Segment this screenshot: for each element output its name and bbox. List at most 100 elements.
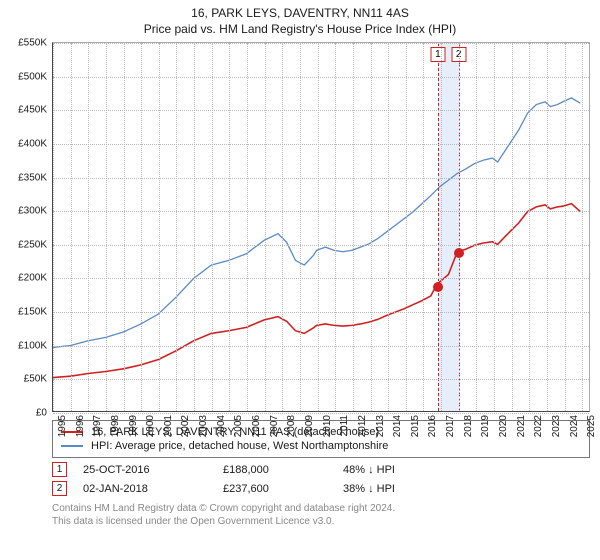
legend-swatch (61, 445, 83, 447)
x-tick-label: 2015 (410, 415, 421, 437)
y-tick-label: £400K (18, 138, 47, 149)
x-tick-label: 2006 (251, 415, 262, 437)
x-tick-label: 2007 (269, 415, 280, 437)
footer-line-1: Contains HM Land Registry data © Crown c… (52, 502, 590, 515)
grid-v (300, 43, 301, 411)
grid-v (371, 43, 372, 411)
plot-area: 12£0£50K£100K£150K£200K£250K£300K£350K£4… (52, 42, 590, 412)
x-tick-label: 2020 (498, 415, 509, 437)
x-tick-label: 2012 (357, 415, 368, 437)
x-tick-label: 2009 (304, 415, 315, 437)
y-tick-label: £50K (24, 374, 47, 385)
sale-diff: 38% ↓ HPI (343, 483, 395, 495)
x-tick-label: 2016 (427, 415, 438, 437)
x-tick-label: 2002 (180, 415, 191, 437)
band-badge-1: 1 (430, 47, 445, 62)
legend-row: HPI: Average price, detached house, West… (61, 439, 581, 453)
x-tick-label: 2019 (480, 415, 491, 437)
grid-v (53, 43, 54, 411)
x-tick-label: 2021 (516, 415, 527, 437)
grid-h (53, 211, 589, 212)
x-tick-label: 1999 (128, 415, 139, 437)
x-tick-label: 2003 (198, 415, 209, 437)
grid-v (582, 43, 583, 411)
grid-h (53, 278, 589, 279)
grid-h (53, 43, 589, 44)
sales-block: 1 25-OCT-2016£188,00048% ↓ HPI 2 02-JAN-201… (0, 462, 600, 496)
grid-v (494, 43, 495, 411)
x-tick-label: 2017 (445, 415, 456, 437)
grid-v (441, 43, 442, 411)
sale-price: £237,600 (223, 483, 343, 495)
grid-v (88, 43, 89, 411)
grid-v (512, 43, 513, 411)
x-tick-label: 2004 (216, 415, 227, 437)
grid-h (53, 245, 589, 246)
grid-v (388, 43, 389, 411)
sale-badge: 1 (52, 462, 67, 477)
y-tick-label: £150K (18, 307, 47, 318)
footer-text: Contains HM Land Registry data © Crown c… (52, 502, 590, 528)
grid-v (247, 43, 248, 411)
x-tick-label: 2008 (286, 415, 297, 437)
grid-v (476, 43, 477, 411)
sale-row: 1 25-OCT-2016£188,00048% ↓ HPI (52, 462, 590, 477)
band-dash (438, 43, 439, 411)
grid-v (459, 43, 460, 411)
grid-v (229, 43, 230, 411)
grid-v (547, 43, 548, 411)
chart-lines (53, 43, 589, 411)
sale-diff: 48% ↓ HPI (343, 464, 395, 476)
grid-v (565, 43, 566, 411)
x-tick-label: 2024 (569, 415, 580, 437)
grid-v (318, 43, 319, 411)
grid-v (353, 43, 354, 411)
grid-v (176, 43, 177, 411)
grid-h (53, 413, 589, 414)
grid-v (141, 43, 142, 411)
grid-v (106, 43, 107, 411)
y-tick-label: £550K (18, 38, 47, 49)
x-tick-label: 2014 (392, 415, 403, 437)
y-tick-label: £450K (18, 105, 47, 116)
x-tick-label: 2023 (551, 415, 562, 437)
x-tick-label: 2025 (586, 415, 597, 437)
grid-v (124, 43, 125, 411)
x-tick-label: 2010 (322, 415, 333, 437)
x-tick-label: 1995 (57, 415, 68, 437)
grid-v (406, 43, 407, 411)
grid-v (265, 43, 266, 411)
footer-line-2: This data is licensed under the Open Gov… (52, 515, 590, 528)
y-tick-label: £200K (18, 273, 47, 284)
x-tick-label: 2000 (145, 415, 156, 437)
y-tick-label: £0 (36, 408, 47, 419)
grid-v (423, 43, 424, 411)
x-tick-label: 2018 (463, 415, 474, 437)
grid-v (282, 43, 283, 411)
sale-date: 25-OCT-2016 (83, 464, 223, 476)
grid-v (335, 43, 336, 411)
chart-title: 16, PARK LEYS, DAVENTRY, NN11 4AS (0, 0, 600, 20)
x-tick-label: 1998 (110, 415, 121, 437)
grid-v (529, 43, 530, 411)
sale-date: 02-JAN-2018 (83, 483, 223, 495)
x-tick-label: 2011 (339, 415, 350, 437)
y-tick-label: £300K (18, 206, 47, 217)
y-tick-label: £250K (18, 239, 47, 250)
grid-v (159, 43, 160, 411)
x-tick-label: 1997 (92, 415, 103, 437)
chart-subtitle: Price paid vs. HM Land Registry's House … (0, 20, 600, 42)
grid-h (53, 77, 589, 78)
sale-marker-2 (454, 248, 464, 258)
sale-marker-1 (433, 282, 443, 292)
sale-row: 2 02-JAN-2018£237,60038% ↓ HPI (52, 481, 590, 496)
y-tick-label: £350K (18, 172, 47, 183)
grid-h (53, 379, 589, 380)
grid-h (53, 312, 589, 313)
x-tick-label: 2022 (533, 415, 544, 437)
x-tick-label: 2001 (163, 415, 174, 437)
y-tick-label: £100K (18, 340, 47, 351)
grid-h (53, 346, 589, 347)
sale-badge: 2 (52, 481, 67, 496)
sale-price: £188,000 (223, 464, 343, 476)
